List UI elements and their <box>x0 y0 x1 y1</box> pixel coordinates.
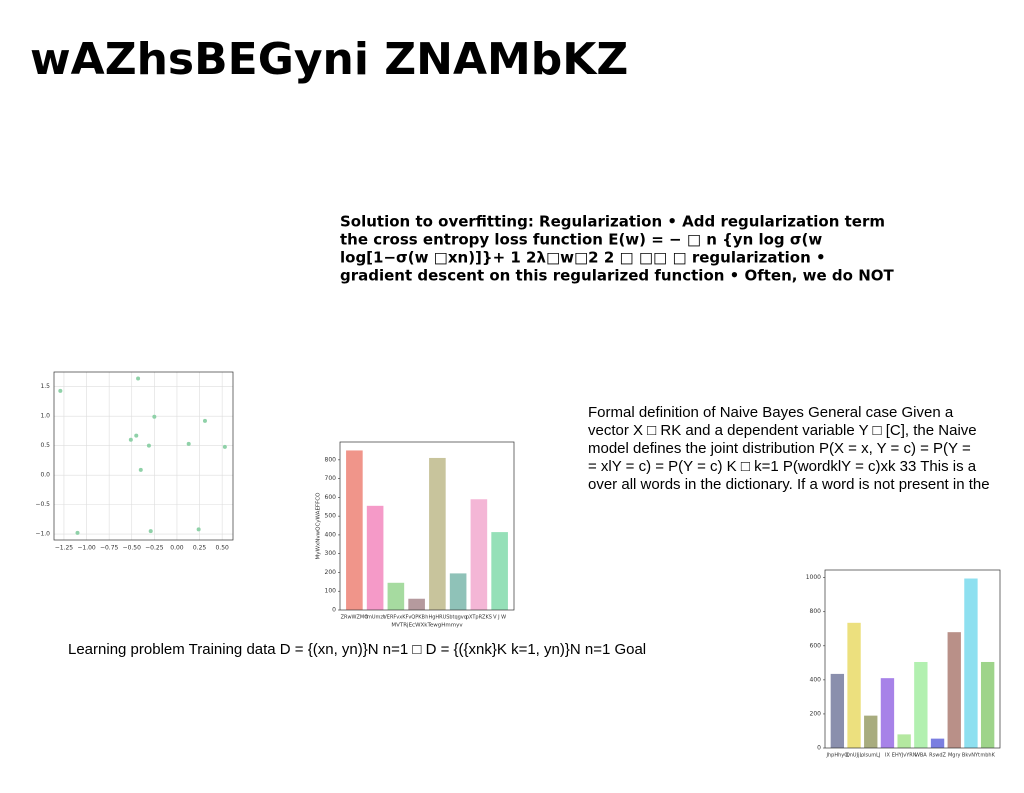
body-line: Formal definition of Naive Bayes General… <box>588 404 954 421</box>
bar <box>346 450 363 610</box>
x-tick-label: btqgvq <box>449 615 467 621</box>
x-tick-label: 0.50 <box>215 545 229 552</box>
x-tick-label: JhpHhyQ <box>826 753 849 759</box>
bar <box>408 598 425 610</box>
bar <box>930 738 945 748</box>
y-tick-label: −1.0 <box>35 531 50 538</box>
y-tick-label: 0.0 <box>40 472 50 479</box>
y-tick-label: 400 <box>325 531 337 538</box>
x-tick-label: −1.25 <box>55 545 74 552</box>
point <box>128 437 133 442</box>
y-tick-label: 500 <box>325 513 337 520</box>
x-tick-label: Mgry <box>948 753 961 759</box>
bar <box>864 715 878 748</box>
y-tick-label: 200 <box>325 569 337 576</box>
x-axis-label: MVTRjEcWXkTewgHmmyv <box>391 623 463 629</box>
y-tick-label: 1000 <box>806 574 821 581</box>
body-line: Learning problem Training data D = {(xn,… <box>68 641 646 658</box>
plot-frame <box>824 569 1001 749</box>
y-tick-label: 300 <box>325 550 337 557</box>
y-tick-label: 0 <box>332 607 336 614</box>
x-tick-label: QnUJjL <box>846 753 863 759</box>
y-tick-label: 200 <box>810 710 822 717</box>
bar <box>847 622 861 748</box>
bar <box>947 632 961 748</box>
x-tick-label: IX <box>885 753 890 759</box>
body-line: over all words in the dictionary. If a w… <box>588 476 990 493</box>
body-line: = xlY = c) = P(Y = c) K □ k=1 P(wordklY … <box>588 458 977 475</box>
y-tick-label: 0 <box>817 745 821 752</box>
bar <box>429 457 446 610</box>
x-tick-label: mbhK <box>980 753 995 759</box>
point <box>202 418 207 423</box>
x-tick-label: WBA <box>915 753 927 759</box>
x-tick-label: pXTpRZKS <box>466 615 492 621</box>
y-tick-label: 600 <box>325 494 337 501</box>
bold-line: Solution to overfitting: Regularization … <box>340 213 885 231</box>
point <box>186 441 191 446</box>
x-tick-label: −0.50 <box>123 545 142 552</box>
bold-line: log[1−σ(w □xn)]}+ 1 2λ□w□2 2 □ □□ □ regu… <box>340 249 826 267</box>
point <box>146 443 151 448</box>
y-tick-label: 1.0 <box>40 413 50 420</box>
y-tick-label: 400 <box>810 676 822 683</box>
bar <box>830 673 845 748</box>
x-tick-label: RswdZ <box>929 753 946 759</box>
slide-title: wAZhsBEGyni ZNAMbKZ <box>30 34 628 85</box>
bold-line: gradient descent on this regularized fun… <box>340 267 895 285</box>
point <box>148 529 153 534</box>
y-tick-label: 800 <box>325 456 337 463</box>
bar <box>964 578 978 748</box>
bar <box>449 573 467 610</box>
point <box>152 414 157 419</box>
point <box>136 376 141 381</box>
x-tick-label: −0.75 <box>100 545 119 552</box>
x-tick-label: 0.00 <box>170 545 184 552</box>
x-tick-label: ZRwWZMO <box>341 615 369 621</box>
y-tick-label: 0.5 <box>40 442 50 449</box>
x-tick-label: BkvNYt <box>962 753 980 759</box>
point <box>138 467 143 472</box>
y-tick-label: 700 <box>325 475 337 482</box>
x-tick-label: V J W <box>493 615 506 621</box>
bar <box>914 661 928 748</box>
point <box>75 530 80 535</box>
x-tick-label: −0.25 <box>145 545 164 552</box>
bold-line: the cross entropy loss function E(w) = −… <box>340 231 822 249</box>
x-tick-label: VERFvxKF <box>383 615 408 621</box>
y-tick-label: 1.5 <box>40 383 50 390</box>
bar <box>897 734 911 748</box>
x-tick-label: −1.00 <box>77 545 96 552</box>
x-tick-label: 0.25 <box>193 545 207 552</box>
bar <box>387 582 405 610</box>
body-line: model defines the joint distribution P(X… <box>588 440 971 457</box>
y-tick-label: −0.5 <box>35 501 50 508</box>
x-tick-label: EHYJvYRN <box>892 753 917 759</box>
x-tick-label: fmUmzt <box>365 615 385 621</box>
point <box>196 527 201 532</box>
x-tick-label: vQPKB <box>408 615 425 621</box>
y-tick-label: 800 <box>810 608 822 615</box>
point <box>58 388 63 393</box>
x-tick-label: olsumLJ <box>861 753 880 759</box>
point <box>134 433 139 438</box>
bar <box>980 661 995 748</box>
x-tick-label: hHgHRUS <box>425 615 449 621</box>
y-axis-label: MyWxNvwQCyWAEFFCO <box>316 492 322 560</box>
bar <box>470 499 488 610</box>
bar <box>491 532 508 610</box>
plot-frame <box>339 441 515 611</box>
bar <box>366 505 384 610</box>
bar <box>880 678 895 748</box>
body-line: vector X □ RK and a dependent variable Y… <box>588 422 977 439</box>
point <box>222 444 227 449</box>
y-tick-label: 100 <box>325 588 337 595</box>
y-tick-label: 600 <box>810 642 822 649</box>
plot-frame <box>53 371 234 541</box>
